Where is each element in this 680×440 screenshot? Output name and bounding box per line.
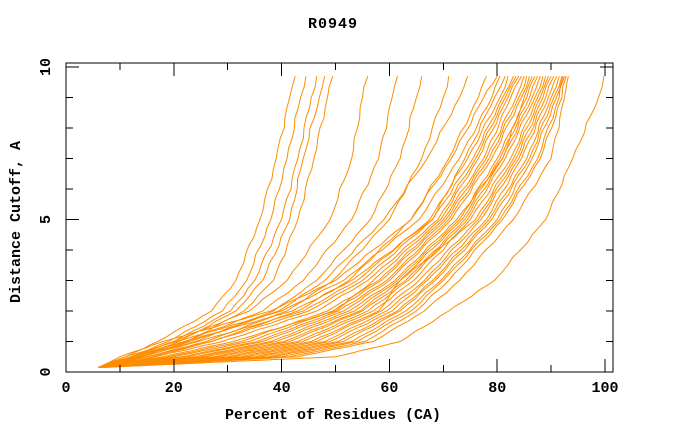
y-tick-label: 5 [38,215,55,224]
prediction-curve [100,75,514,368]
x-tick-label: 20 [165,380,183,397]
x-axis-label: Percent of Residues (CA) [225,407,441,424]
plot-border [65,62,614,373]
prediction-curve [103,76,533,368]
prediction-curve [100,76,307,368]
prediction-curve [103,75,506,368]
axis-tick-labels: 0 20 40 60 80 100 0 5 10 [38,58,619,397]
x-tick-label: 40 [273,380,291,397]
x-tick-label: 0 [61,380,70,397]
data-curves [98,75,605,368]
prediction-curve [100,75,539,368]
prediction-curve [100,76,469,368]
y-axis-label: Distance Cutoff, A [8,141,25,303]
prediction-curve [98,76,544,368]
prediction-curve [98,76,296,368]
x-tick-label: 80 [488,380,506,397]
x-tick-label: 60 [380,380,398,397]
prediction-curve [100,76,569,368]
chart-title: R0949 [308,16,358,33]
prediction-curve [100,75,522,368]
y-tick-label: 0 [38,367,55,376]
y-tick-label: 10 [38,58,55,76]
prediction-curve [98,76,528,368]
prediction-curve [98,75,498,368]
prediction-curve [98,76,369,368]
prediction-curve [103,75,517,368]
prediction-curve [103,76,525,368]
prediction-curve [100,76,530,368]
prediction-curve [98,76,509,368]
prediction-curve [103,76,567,368]
prediction-curve [98,75,536,368]
prediction-curve [106,75,487,368]
prediction-curve [103,76,549,368]
prediction-curve [100,75,555,368]
prediction-curve [100,75,501,368]
prediction-curve [103,76,450,368]
x-tick-label: 100 [591,380,618,397]
prediction-curve [103,76,605,368]
